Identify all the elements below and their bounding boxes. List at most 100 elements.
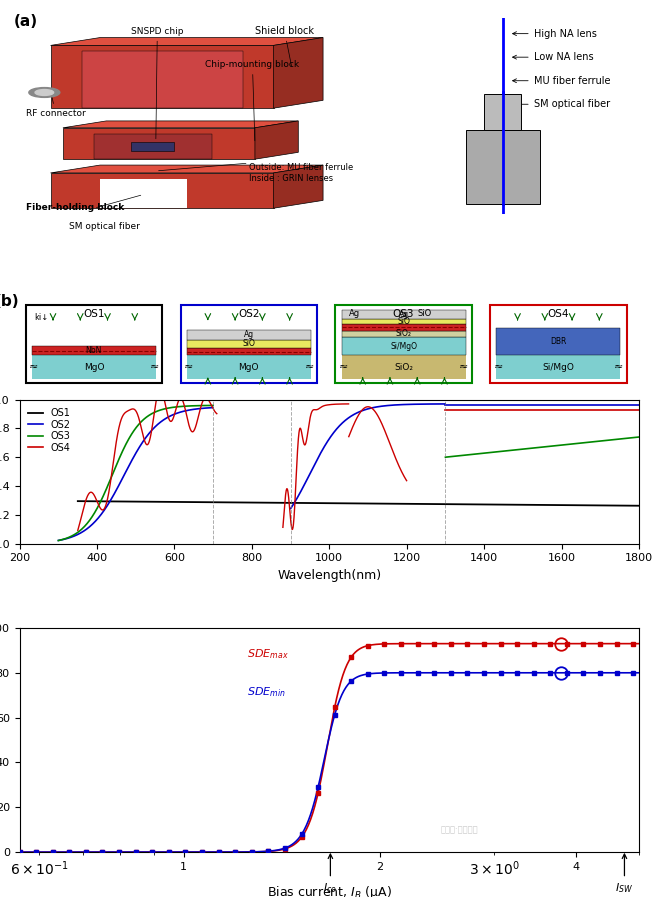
OS4 [441, 405, 449, 415]
OS2 [631, 399, 639, 410]
Bar [342, 324, 466, 330]
Text: DBR: DBR [550, 337, 567, 346]
OS3 [635, 431, 643, 442]
Bar [342, 355, 466, 379]
Text: OS4: OS4 [548, 309, 569, 318]
OS1 [85, 496, 93, 507]
Text: Shield block: Shield block [255, 26, 314, 66]
Text: ki↓: ki↓ [34, 313, 48, 322]
Polygon shape [82, 51, 243, 109]
Text: SiO₂: SiO₂ [394, 362, 413, 371]
OS3 [631, 432, 639, 443]
OS3 [547, 440, 555, 451]
Text: $I_{co}$: $I_{co}$ [323, 854, 337, 895]
Bar [342, 337, 466, 355]
OS4 [520, 405, 528, 415]
Bar [32, 346, 156, 355]
OS2 [520, 399, 528, 410]
Text: $SDE_{min}$: $SDE_{min}$ [246, 685, 286, 699]
Text: Si/MgO: Si/MgO [390, 342, 417, 351]
OS4 [547, 405, 555, 415]
OS1 [250, 497, 258, 508]
OS1 [340, 498, 348, 509]
Text: Si/MgO: Si/MgO [542, 362, 574, 371]
Text: Chip-mounting block: Chip-mounting block [205, 60, 299, 141]
Line: OS1: OS1 [78, 501, 639, 506]
OS2 [635, 399, 643, 410]
Bar [181, 305, 317, 383]
Text: ≈: ≈ [459, 362, 469, 372]
Text: 公众号·红外芯圈: 公众号·红外芯圈 [441, 825, 479, 834]
OS3 [441, 452, 449, 463]
OS1 [258, 497, 265, 508]
Text: NbN: NbN [85, 346, 102, 355]
Text: ≈: ≈ [338, 362, 348, 372]
OS4 [558, 405, 566, 415]
Text: ≈: ≈ [614, 362, 623, 372]
OS2 [585, 399, 593, 410]
Bar [187, 348, 311, 355]
Text: MgO: MgO [83, 362, 104, 371]
Bar [490, 305, 627, 383]
Text: SiO: SiO [397, 317, 410, 326]
Polygon shape [274, 38, 323, 109]
OS3 [585, 437, 593, 448]
Text: MgO: MgO [239, 362, 259, 371]
Bar [342, 310, 466, 318]
Polygon shape [51, 173, 274, 208]
Text: SM optical fiber: SM optical fiber [512, 100, 610, 109]
Bar [497, 327, 621, 355]
Text: OS1: OS1 [83, 309, 104, 318]
Polygon shape [94, 134, 212, 159]
Polygon shape [100, 179, 187, 208]
Text: Low NA lens: Low NA lens [512, 52, 593, 62]
Text: ≈: ≈ [304, 362, 314, 372]
Text: Ag: Ag [398, 310, 409, 319]
OS2 [441, 399, 449, 410]
Polygon shape [63, 127, 255, 159]
OS1 [301, 498, 309, 509]
Text: RF connector: RF connector [26, 93, 85, 118]
Bar [342, 318, 466, 324]
Text: ≈: ≈ [184, 362, 193, 372]
Text: ≈: ≈ [149, 362, 159, 372]
Bar [32, 355, 156, 379]
Text: SNSPD chip: SNSPD chip [131, 27, 184, 139]
OS4 [537, 405, 544, 415]
Text: SiO: SiO [243, 339, 255, 348]
Polygon shape [274, 165, 323, 208]
Text: SiO₂: SiO₂ [396, 329, 411, 338]
Text: (a): (a) [13, 14, 38, 29]
Text: OS3: OS3 [393, 309, 414, 318]
OS1 [251, 497, 259, 508]
OS4 [585, 405, 593, 415]
Text: (b): (b) [0, 294, 20, 309]
OS2 [537, 399, 544, 410]
OS2 [558, 399, 566, 410]
Polygon shape [51, 46, 274, 109]
Bar [187, 329, 311, 340]
Polygon shape [255, 121, 299, 159]
OS1 [635, 501, 643, 511]
Bar [497, 355, 621, 379]
Bar [466, 130, 540, 205]
OS3 [537, 442, 544, 453]
Polygon shape [51, 38, 323, 46]
Bar [187, 355, 311, 379]
Text: Fiber-holding block: Fiber-holding block [26, 203, 124, 213]
Line: OS3: OS3 [445, 437, 639, 457]
X-axis label: Wavelength(nm): Wavelength(nm) [277, 569, 381, 582]
Circle shape [29, 88, 60, 98]
Text: ≈: ≈ [494, 362, 503, 372]
OS4 [631, 405, 639, 415]
Bar [131, 142, 175, 152]
Bar [342, 330, 466, 337]
Polygon shape [51, 165, 323, 173]
Text: ≈: ≈ [29, 362, 38, 372]
Bar [26, 305, 162, 383]
Text: OS2: OS2 [238, 309, 259, 318]
OS3 [558, 440, 566, 450]
Text: $SDE_{max}$: $SDE_{max}$ [246, 647, 288, 661]
Circle shape [35, 90, 53, 95]
Text: SM optical fiber: SM optical fiber [69, 222, 140, 231]
